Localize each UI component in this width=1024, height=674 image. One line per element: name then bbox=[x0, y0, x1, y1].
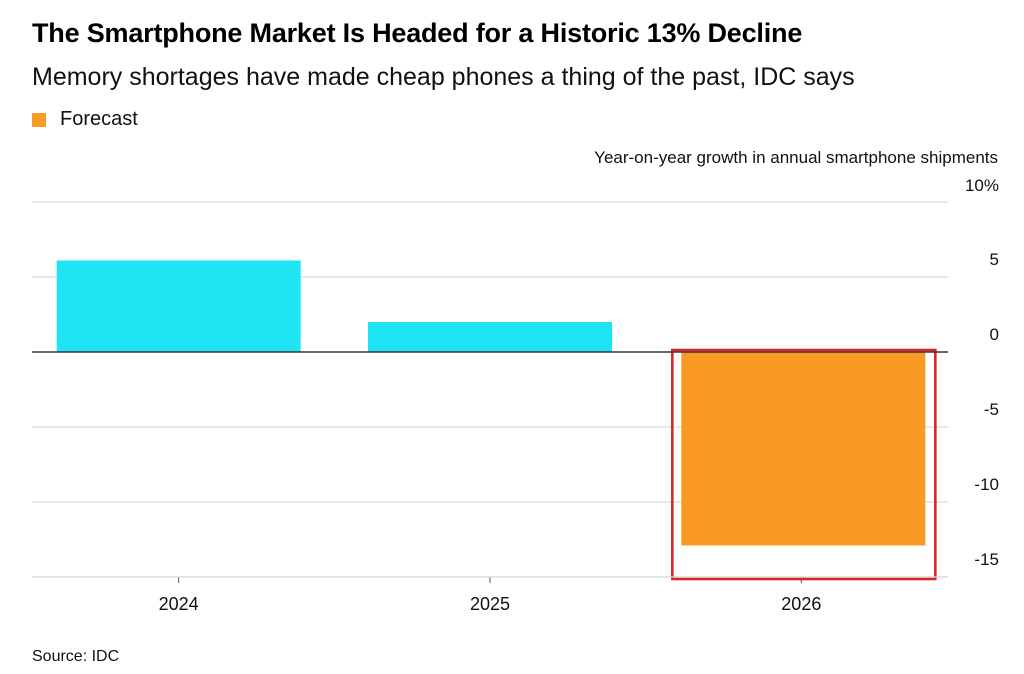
bar-2025 bbox=[368, 322, 612, 352]
source-note: Source: IDC bbox=[32, 648, 120, 665]
y-tick-label: 0 bbox=[990, 325, 999, 344]
y-tick-label: 10% bbox=[965, 176, 999, 195]
chart-title: The Smartphone Market Is Headed for a Hi… bbox=[32, 18, 803, 48]
legend-swatch-forecast bbox=[32, 112, 46, 127]
y-axis-title: Year-on-year growth in annual smartphone… bbox=[594, 148, 998, 167]
x-tick-label: 2026 bbox=[781, 594, 821, 614]
chart-subtitle: Memory shortages have made cheap phones … bbox=[32, 63, 855, 91]
y-tick-label: -15 bbox=[974, 550, 999, 569]
legend-label-forecast: Forecast bbox=[60, 108, 138, 130]
forecast-highlight-box bbox=[671, 348, 937, 581]
x-tick-label: 2024 bbox=[159, 594, 199, 614]
x-tick-label: 2025 bbox=[470, 594, 510, 614]
y-tick-label: -10 bbox=[974, 475, 999, 494]
bar-2024 bbox=[56, 260, 301, 352]
y-tick-label: -5 bbox=[984, 400, 999, 419]
y-tick-label: 5 bbox=[990, 250, 999, 269]
legend: Forecast bbox=[32, 108, 138, 131]
bar-2026 bbox=[681, 352, 926, 546]
